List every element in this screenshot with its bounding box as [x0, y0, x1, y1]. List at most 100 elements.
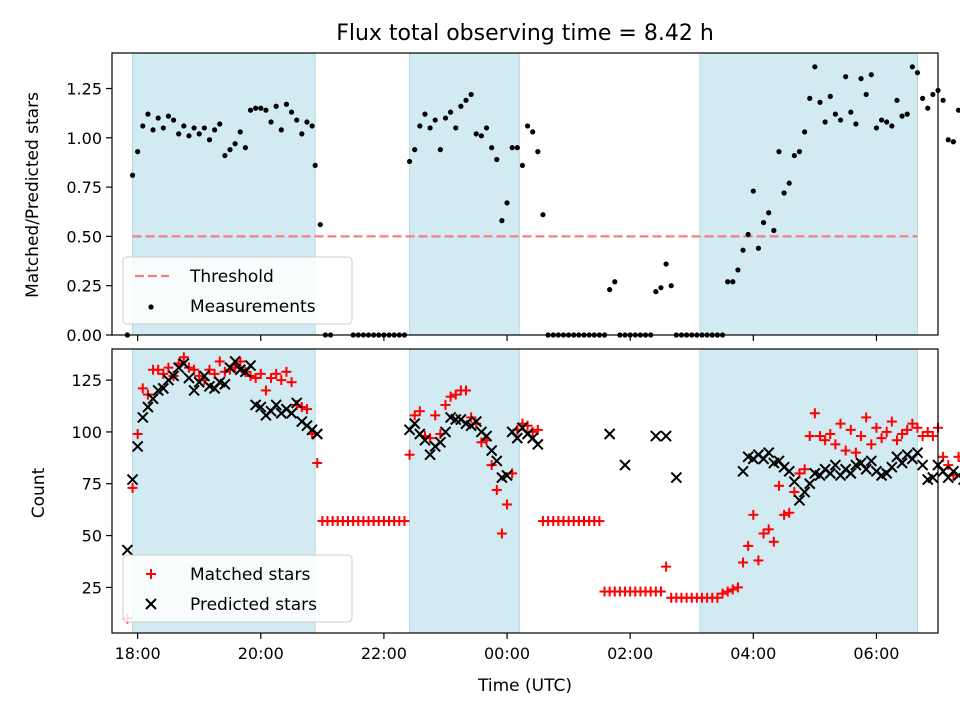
matched-star-point [250, 373, 261, 384]
bottom-panel: 25 50 75 100 125 18:00 20:00 22:00 00:00 02:00 04:… [71, 348, 960, 663]
matched-star-point [404, 449, 415, 460]
matched-star-point [281, 366, 292, 377]
marker-stroke [742, 451, 754, 463]
predicted-star-point [434, 436, 447, 448]
matched-star-point [779, 509, 790, 520]
marker-stroke [137, 411, 149, 424]
measurement-point [514, 145, 520, 151]
measurement-point [299, 131, 305, 137]
legend-dot-swatch [148, 304, 154, 310]
y-tick-label: 50 [82, 527, 102, 546]
matched-star-point [496, 528, 507, 539]
matched-star-point [461, 385, 471, 396]
matched-star-point [917, 431, 928, 442]
marker-stroke [501, 469, 513, 482]
predicted-star-point [126, 473, 139, 486]
matched-star-point [214, 356, 225, 367]
predicted-star-point [219, 378, 231, 390]
measurement-point [273, 103, 279, 109]
legend-label: Matched stars [190, 565, 310, 585]
measurement-point [247, 107, 254, 113]
x-tick-label: 18:00 [115, 644, 161, 663]
measurement-point [750, 188, 756, 194]
measurement-point [760, 219, 767, 226]
matched-star-point [178, 352, 189, 363]
predicted-star-point [147, 393, 159, 405]
matched-star-point [809, 408, 820, 419]
measurement-point [740, 247, 746, 253]
y-tick-label: 0.25 [66, 277, 102, 296]
matched-star-point [399, 516, 410, 527]
measurement-point [771, 227, 777, 234]
marker-stroke [855, 457, 867, 469]
shaded-interval [409, 52, 520, 336]
marker-stroke [450, 413, 462, 426]
measurement-point [791, 152, 797, 159]
measurement-point [868, 72, 874, 78]
matched-star-point [861, 412, 872, 423]
matched-star-point [127, 482, 138, 493]
measurement-point [776, 149, 782, 155]
measurement-point [442, 115, 449, 121]
predicted-star-point [470, 415, 482, 428]
predicted-star-point [183, 372, 195, 384]
matched-star-point [866, 439, 877, 450]
matched-star-point [850, 447, 861, 458]
matched-star-point [194, 370, 205, 381]
measurement-point [843, 74, 849, 80]
legend-box [122, 256, 353, 325]
marker-stroke [408, 417, 421, 430]
marker-stroke [439, 426, 452, 438]
measurement-point [519, 162, 526, 169]
legend-x-swatch [145, 598, 157, 610]
matched-star-point [922, 426, 933, 437]
measurement-point [458, 103, 464, 109]
marker-stroke [126, 473, 139, 486]
marker-stroke [511, 432, 524, 444]
predicted-star-point [419, 434, 431, 446]
predicted-star-point [188, 384, 200, 397]
measurement-point [422, 111, 428, 117]
measurement-point [140, 123, 146, 129]
marker-stroke [290, 397, 303, 409]
matched-star-point [430, 410, 441, 421]
predicted-star-point [783, 465, 795, 478]
predicted-star-point [737, 465, 749, 478]
x-tick-label: 02:00 [607, 644, 653, 663]
marker-stroke [424, 449, 436, 461]
matched-star-point [163, 362, 174, 373]
measurement-point [827, 93, 833, 99]
matched-star-point [943, 460, 954, 471]
marker-stroke [603, 428, 616, 440]
shaded-interval [699, 348, 918, 634]
matched-star-point [286, 377, 297, 388]
marker-stroke [198, 370, 211, 382]
measurement-point [150, 127, 156, 133]
measurement-point [653, 289, 659, 295]
x-tick-label: 00:00 [484, 644, 530, 663]
matched-star-point [712, 592, 723, 603]
x-tick-label: 20:00 [238, 644, 284, 663]
measurement-point [448, 109, 454, 115]
measurement-point [165, 113, 172, 119]
predicted-star-point [896, 457, 908, 469]
measurement-point [317, 221, 323, 228]
measurement-point [955, 107, 960, 113]
legend-label: Measurements [190, 297, 316, 317]
marker-stroke [167, 370, 180, 382]
predicted-star-point [650, 430, 662, 442]
predicted-star-point [137, 411, 149, 424]
matched-star-point [804, 431, 815, 442]
marker-stroke [809, 467, 821, 480]
measurement-point [945, 137, 951, 143]
axes-frame [111, 348, 939, 634]
measurement-point [904, 111, 910, 117]
predicted-star-point [660, 430, 672, 442]
measurement-point [858, 76, 864, 82]
legend-label: Threshold [189, 267, 274, 287]
matched-star-point [897, 428, 908, 439]
marker-stroke [845, 467, 857, 480]
marker-stroke [142, 401, 154, 413]
predicted-star-point [845, 467, 857, 480]
